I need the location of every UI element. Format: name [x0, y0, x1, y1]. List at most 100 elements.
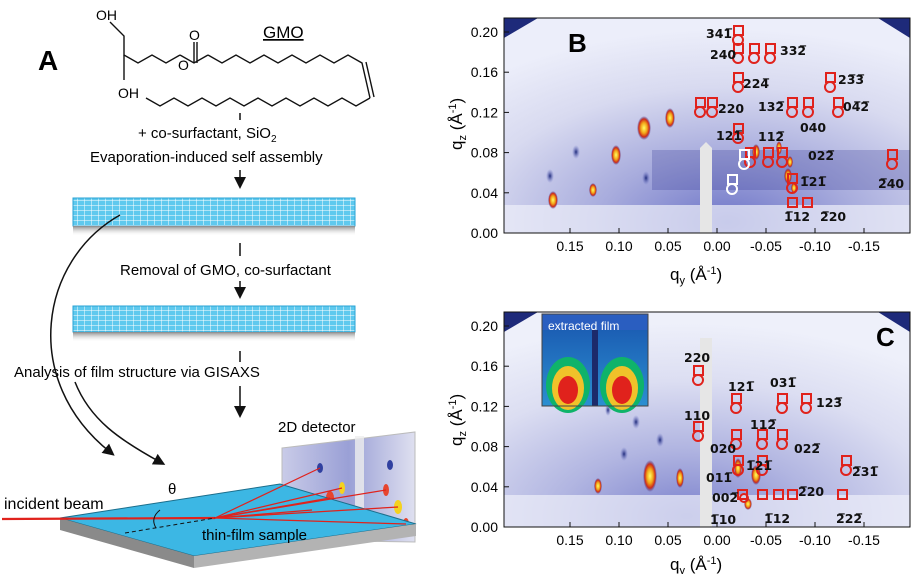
index-label: 112̅	[758, 129, 784, 144]
index-label: 002̅	[712, 490, 738, 505]
curved-arrow-icon	[50, 214, 121, 456]
x-tick-label: 0.10	[605, 238, 632, 254]
detector-label: 2D detector	[278, 419, 356, 436]
sample-slab	[59, 483, 417, 568]
mesoporous-film	[72, 305, 356, 333]
y-axis-label-b: qz (Å-1)	[447, 98, 469, 150]
y-tick-label: 0.08	[471, 145, 498, 161]
index-markers-white-b	[726, 149, 750, 195]
panel-c-label: C	[876, 322, 895, 352]
x-tick-label: 0.15	[556, 238, 583, 254]
diffraction-spots-c	[594, 404, 761, 510]
y-tick-label: 0.20	[471, 318, 498, 334]
x-tick-label: -0.05	[750, 238, 782, 254]
step2-label: Removal of GMO, co-surfactant	[120, 262, 332, 279]
theta-label: θ	[168, 481, 176, 498]
index-labels-b: 341̅ 240 332̅ 224̅ 23̅3̅ 220 132̅ 04̅2̅ …	[706, 26, 904, 224]
panel-b-label: B	[568, 28, 587, 58]
y-tick-label: 0.00	[471, 519, 498, 535]
index-label: 121̅	[716, 128, 742, 143]
x-tick-label: -0.15	[848, 238, 880, 254]
y-tick-label: 0.12	[471, 398, 498, 414]
y-tick-label: 0.16	[471, 358, 498, 374]
x-tick-label: 0.05	[654, 532, 681, 548]
y-tick-label: 0.04	[471, 479, 498, 495]
x-tick-label: 0.00	[703, 238, 730, 254]
incident-beam-line	[1, 516, 216, 521]
x-axis-ticks-c: 0.15 0.10 0.05 0.00 -0.05 -0.10 -0.15	[556, 522, 880, 548]
y-tick-label: 0.16	[471, 64, 498, 80]
carbonyl-oxygen-label: O	[189, 27, 200, 43]
index-label: 341̅	[706, 26, 732, 41]
index-label: 2̅22̅	[836, 511, 862, 526]
index-label: 132̅	[758, 99, 784, 114]
x-tick-label: -0.10	[799, 532, 831, 548]
gmo-structure	[109, 21, 375, 107]
index-label: 040	[800, 120, 826, 135]
index-label: 1̅12	[764, 511, 790, 526]
step1-line2: Evaporation-induced self assembly	[90, 149, 323, 166]
index-label: 220	[718, 101, 744, 116]
x-tick-label: -0.15	[848, 532, 880, 548]
ester-oxygen-label: O	[178, 57, 189, 73]
oh-top-label: OH	[96, 7, 117, 23]
mesostructured-film	[72, 197, 356, 227]
index-label: 112̅	[750, 417, 776, 432]
index-label: 1̅12	[784, 209, 810, 224]
index-label: 04̅2̅	[843, 99, 869, 114]
index-label: 23̅3̅	[838, 72, 864, 87]
beamstop-b	[700, 148, 712, 233]
x-tick-label: 0.10	[605, 532, 632, 548]
y-tick-label: 0.04	[471, 185, 498, 201]
y-axis-label-c: qz (Å-1)	[447, 394, 469, 446]
index-label: 123̅	[816, 395, 842, 410]
beamstop-c	[700, 338, 712, 527]
curved-arrow-icon	[74, 381, 166, 465]
step1-line1: + co-surfactant, SiO2	[138, 125, 277, 145]
index-label: 332̅	[780, 43, 806, 58]
x-tick-label: 0.15	[556, 532, 583, 548]
index-label: 1̅21̅	[746, 458, 772, 473]
panel-b-gisaxs: 341̅ 240 332̅ 224̅ 23̅3̅ 220 132̅ 04̅2̅ …	[447, 17, 911, 287]
panel-a-schematic: A OH OH O O GMO + co-surfactant, SiO2 Ev…	[1, 7, 417, 568]
x-axis-ticks-b: 0.15 0.10 0.05 0.00 -0.05 -0.10 -0.15	[556, 228, 880, 254]
y-tick-label: 0.08	[471, 439, 498, 455]
index-label: 022̅	[808, 148, 834, 163]
x-tick-label: 0.05	[654, 238, 681, 254]
incident-beam-label: incident beam	[4, 496, 104, 513]
index-label: 2̅40	[878, 176, 904, 191]
thin-film-label: thin-film sample	[202, 527, 307, 544]
oh-bottom-label: OH	[118, 85, 139, 101]
x-tick-label: -0.05	[750, 532, 782, 548]
index-markers-c	[692, 365, 852, 503]
panel-c-gisaxs: extracted film 220 121̅ 031̅ 123̅ 110 11…	[447, 311, 911, 574]
index-label: 220	[684, 350, 710, 365]
index-label: 020	[710, 441, 736, 456]
panel-a-label: A	[38, 45, 58, 76]
y-axis-ticks-c: 0.20 0.16 0.12 0.08 0.04 0.00	[471, 318, 509, 535]
extracted-film-inset	[541, 313, 649, 413]
x-axis-label-b: qy (Å-1)	[670, 265, 722, 287]
y-tick-label: 0.00	[471, 225, 498, 241]
index-label: 2̅20	[820, 209, 846, 224]
x-tick-label: -0.10	[799, 238, 831, 254]
scattered-beams	[214, 467, 407, 525]
index-label: 2̅20	[798, 484, 824, 499]
y-axis-ticks-b: 0.20 0.16 0.12 0.08 0.04 0.00	[471, 24, 509, 241]
index-label: 240	[710, 47, 736, 62]
index-label: 031̅	[770, 375, 796, 390]
index-label: 1̅10	[710, 512, 736, 527]
y-tick-label: 0.20	[471, 24, 498, 40]
x-tick-label: 0.00	[703, 532, 730, 548]
inset-label: extracted film	[548, 319, 619, 333]
index-label: 1̅21̅	[800, 174, 826, 189]
gmo-title: GMO	[263, 23, 304, 42]
index-label: 224̅	[743, 76, 769, 91]
x-axis-label-c: qy (Å-1)	[670, 555, 722, 574]
index-label: 022̅	[794, 441, 820, 456]
y-tick-label: 0.12	[471, 104, 498, 120]
index-label: 121̅	[728, 379, 754, 394]
index-markers-b	[694, 25, 898, 208]
index-label: 110	[684, 408, 710, 423]
index-label: 2̅31̅	[852, 464, 878, 479]
